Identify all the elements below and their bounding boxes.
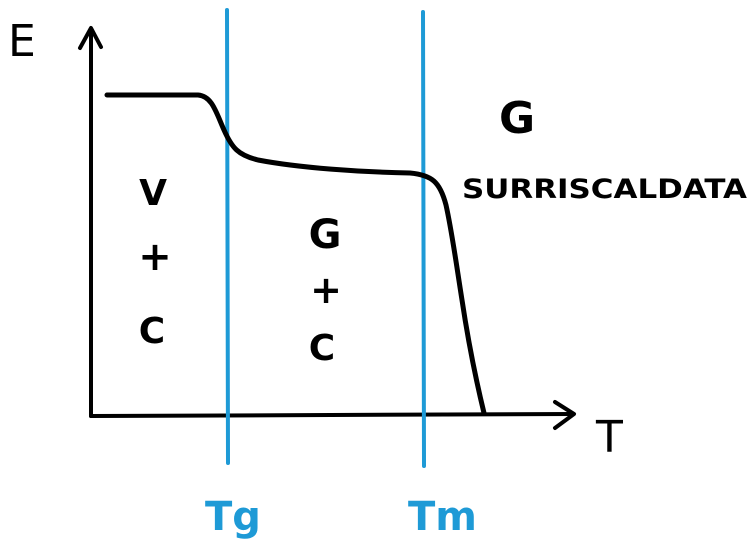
x-axis	[89, 400, 576, 430]
region-right-label: G SURRISCALDATA	[462, 93, 747, 205]
y-axis	[78, 26, 103, 418]
region-left-line3: C	[139, 311, 165, 352]
region-left-label: V + C	[138, 173, 172, 352]
region-middle-line3: C	[309, 328, 335, 369]
region-middle-line1: G	[309, 212, 342, 258]
tm-label: Tm	[408, 494, 477, 540]
energy-curve	[104, 92, 487, 416]
x-axis-label: T	[595, 412, 623, 463]
tg-marker-line	[225, 8, 230, 465]
y-axis-label: E	[8, 16, 36, 67]
region-left-line2: +	[138, 234, 172, 280]
tm-marker-line	[421, 10, 426, 468]
region-middle-label: G + C	[309, 212, 342, 369]
region-left-line1: V	[139, 173, 167, 214]
tg-label: Tg	[205, 494, 261, 540]
region-right-line1: G	[499, 93, 535, 144]
region-middle-line2: +	[310, 268, 342, 312]
region-right-line2: SURRISCALDATA	[462, 174, 747, 205]
